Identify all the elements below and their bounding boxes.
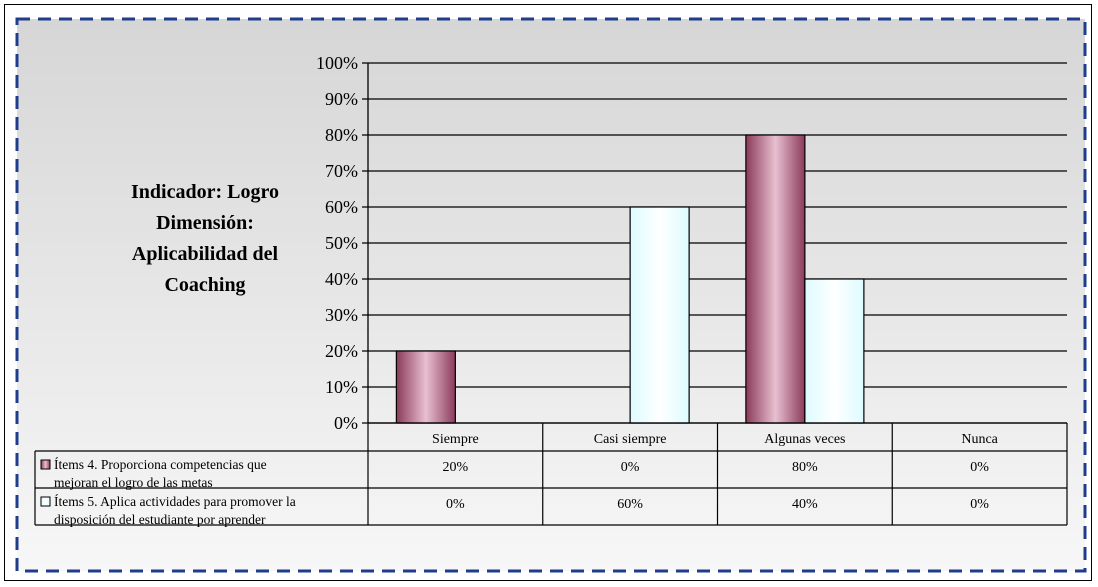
plot-background (17, 19, 1085, 571)
y-axis-ticks: 0% 10% 20% 30% 40% 50% 60% 70% 80% 90% 100% (316, 53, 358, 433)
series-name-line: mejoran el logro de las metas (54, 475, 213, 490)
y-tick-label: 70% (325, 161, 358, 181)
data-label: 0% (621, 460, 640, 475)
data-label: 0% (970, 460, 989, 475)
y-tick-label: 90% (325, 89, 358, 109)
y-tick-label: 20% (325, 341, 358, 361)
category-label: Casi siempre (594, 432, 667, 447)
category-label: Nunca (961, 432, 998, 447)
chart-frame: 0% 10% 20% 30% 40% 50% 60% 70% 80% 90% 100% Siempr… (4, 4, 1092, 581)
series-name-line: disposición del estudiante por aprender (54, 512, 266, 527)
bar-1 (745, 134, 806, 424)
legend-key-1 (40, 459, 51, 470)
y-tick-label: 50% (325, 233, 358, 253)
data-label: 60% (617, 497, 643, 512)
y-tick-label: 0% (334, 413, 358, 433)
bar-2 (804, 278, 865, 424)
bar-1 (395, 350, 456, 424)
bar-2 (629, 206, 690, 424)
data-label: 0% (446, 497, 465, 512)
title-line: Dimensión: (156, 212, 254, 234)
dashed-border (15, 17, 1087, 573)
y-tick-label: 80% (325, 125, 358, 145)
bars (395, 134, 865, 424)
series-name-line: Ítems 5. Aplica actividades para promove… (54, 494, 296, 509)
series-name-line: Ítems 4. Proporciona competencias que (54, 457, 267, 472)
category-label: Algunas veces (764, 432, 845, 447)
y-tick-label: 30% (325, 305, 358, 325)
legend-key-2 (40, 496, 51, 507)
data-label: 40% (792, 497, 818, 512)
y-tick-label: 10% (325, 377, 358, 397)
category-label: Siempre (432, 432, 479, 447)
chart-title: Indicador: Logro Dimensión: Aplicabilida… (105, 177, 305, 301)
title-line: Indicador: Logro (131, 181, 279, 203)
y-tick-label: 40% (325, 269, 358, 289)
y-tick-label: 100% (316, 53, 358, 73)
data-label: 0% (970, 497, 989, 512)
chart: 0% 10% 20% 30% 40% 50% 60% 70% 80% 90% 100% Siempr… (15, 17, 1087, 573)
y-tick-label: 60% (325, 197, 358, 217)
data-label: 20% (443, 460, 469, 475)
title-line: Coaching (164, 274, 246, 296)
title-line: Aplicabilidad del (131, 243, 279, 265)
data-label: 80% (792, 460, 818, 475)
data-table: Siempre Casi siempre Algunas veces Nunca Íte… (34, 422, 1068, 527)
